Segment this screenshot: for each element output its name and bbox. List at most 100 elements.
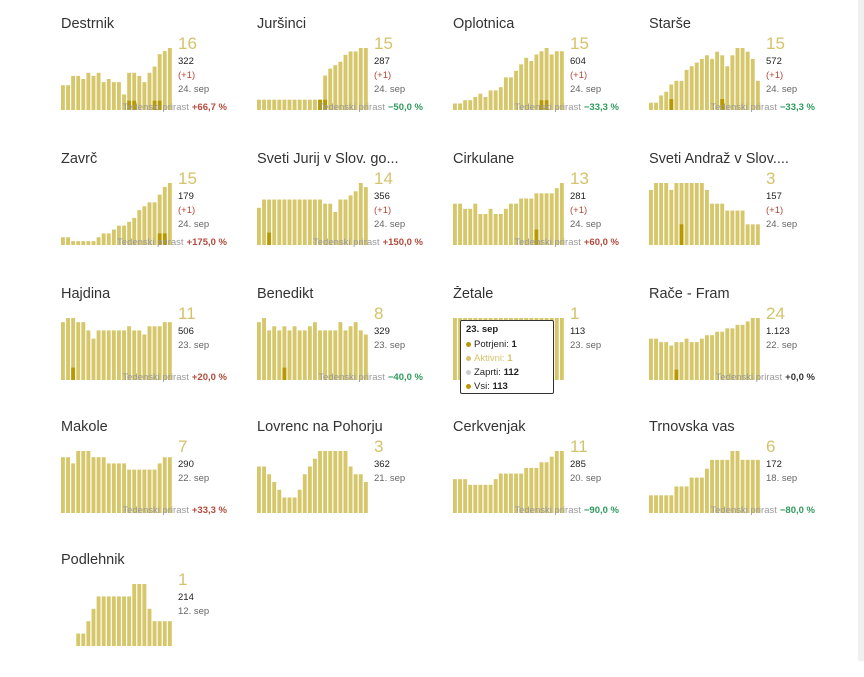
bar[interactable] xyxy=(137,75,142,110)
bar[interactable] xyxy=(137,210,142,246)
bar[interactable] xyxy=(674,183,679,245)
card-podlehnik[interactable]: Podlehnik 1 214 12. sep xyxy=(61,552,251,677)
card-zavrc[interactable]: Zavrč 15 179 (+1) 24. sep Tedenski prira… xyxy=(61,151,251,276)
bar[interactable] xyxy=(358,48,363,110)
bar[interactable] xyxy=(302,199,307,245)
bar[interactable] xyxy=(292,497,297,514)
bar[interactable] xyxy=(705,468,709,513)
bar[interactable] xyxy=(750,58,755,110)
bar[interactable] xyxy=(725,66,730,110)
bar[interactable] xyxy=(257,99,261,110)
card-trnovska-vas[interactable]: Trnovska vas 6 172 18. sep Tedenski prir… xyxy=(649,419,839,544)
bar[interactable] xyxy=(101,457,106,513)
bar[interactable] xyxy=(302,474,307,513)
bar[interactable] xyxy=(745,51,750,110)
bar[interactable] xyxy=(292,99,297,110)
bar[interactable] xyxy=(282,199,287,245)
bar[interactable] xyxy=(122,330,126,380)
bar[interactable] xyxy=(488,90,493,110)
bar[interactable] xyxy=(745,459,750,513)
bar[interactable] xyxy=(76,451,81,513)
card-jursinci[interactable]: Juršinci 15 287 (+1) 24. sep Tedenski pr… xyxy=(257,16,447,141)
bar[interactable] xyxy=(669,345,674,380)
bar[interactable] xyxy=(307,326,312,380)
bar[interactable] xyxy=(81,79,86,110)
bar[interactable] xyxy=(363,187,368,245)
bar[interactable] xyxy=(61,457,65,513)
bar[interactable] xyxy=(117,596,121,646)
bar[interactable] xyxy=(539,462,544,513)
bar[interactable] xyxy=(167,621,172,646)
bar[interactable] xyxy=(514,203,518,245)
bar[interactable] xyxy=(101,330,106,380)
bar[interactable] xyxy=(127,221,132,245)
bar[interactable] xyxy=(132,584,137,646)
bar[interactable] xyxy=(343,330,348,380)
card-oplotnica[interactable]: Oplotnica 15 604 (+1) 24. sep Tedenski p… xyxy=(453,16,643,141)
bar[interactable] xyxy=(689,183,694,245)
bar[interactable] xyxy=(122,463,126,513)
card-cerkvenjak[interactable]: Cerkvenjak 11 285 20. sep Tedenski prira… xyxy=(453,419,643,544)
bar[interactable] xyxy=(654,495,658,513)
bar[interactable] xyxy=(282,99,287,110)
bar[interactable] xyxy=(740,48,745,110)
bar[interactable] xyxy=(669,495,674,513)
bar[interactable] xyxy=(152,202,157,246)
bar[interactable] xyxy=(750,318,755,380)
card-benedikt[interactable]: Benedikt 8 329 23. sep Tedenski prirast −… xyxy=(257,286,447,411)
bar[interactable] xyxy=(137,469,142,513)
bar[interactable] xyxy=(343,199,348,245)
bar[interactable] xyxy=(111,463,116,513)
bar[interactable] xyxy=(127,326,132,380)
bar[interactable] xyxy=(689,342,694,380)
bar[interactable] xyxy=(117,82,121,110)
bar[interactable] xyxy=(91,75,96,110)
bar[interactable] xyxy=(730,328,735,380)
bar[interactable] xyxy=(262,466,266,514)
bar[interactable] xyxy=(313,199,317,245)
bar[interactable] xyxy=(684,338,689,380)
bar[interactable] xyxy=(307,466,312,514)
bar[interactable] xyxy=(740,459,745,513)
bar[interactable] xyxy=(157,326,162,380)
bar[interactable] xyxy=(468,208,473,245)
bar[interactable] xyxy=(101,596,106,646)
bar[interactable] xyxy=(91,457,96,513)
bar[interactable] xyxy=(292,326,297,380)
bar[interactable] xyxy=(730,210,735,245)
bar[interactable] xyxy=(96,457,101,513)
bar[interactable] xyxy=(147,72,152,110)
bar[interactable] xyxy=(257,322,261,380)
bar[interactable] xyxy=(519,198,524,246)
bar[interactable] xyxy=(674,486,679,513)
bar[interactable] xyxy=(735,48,740,110)
bar[interactable] xyxy=(157,54,162,110)
bar[interactable] xyxy=(132,72,137,110)
bar[interactable] xyxy=(297,99,302,110)
bar[interactable] xyxy=(705,189,709,245)
bar[interactable] xyxy=(313,99,317,110)
bar[interactable] xyxy=(483,484,488,513)
bar[interactable] xyxy=(674,80,679,110)
bar[interactable] xyxy=(463,479,468,513)
bar[interactable] xyxy=(117,463,121,513)
bar[interactable] xyxy=(127,72,132,110)
bar[interactable] xyxy=(272,326,277,380)
bar[interactable] xyxy=(127,469,132,513)
bar[interactable] xyxy=(534,54,539,110)
bar[interactable] xyxy=(152,66,157,110)
bar[interactable] xyxy=(654,183,658,245)
bar[interactable] xyxy=(519,473,524,513)
bar[interactable] xyxy=(318,451,322,513)
bar[interactable] xyxy=(328,330,333,380)
bar[interactable] xyxy=(694,477,699,513)
bar[interactable] xyxy=(101,233,106,246)
bar[interactable] xyxy=(292,199,297,245)
bar[interactable] xyxy=(554,451,559,513)
bar[interactable] xyxy=(705,335,709,380)
bar[interactable] xyxy=(363,482,368,513)
bar[interactable] xyxy=(91,338,96,380)
bar[interactable] xyxy=(534,467,539,513)
bar[interactable] xyxy=(323,451,328,513)
bar[interactable] xyxy=(458,479,462,513)
